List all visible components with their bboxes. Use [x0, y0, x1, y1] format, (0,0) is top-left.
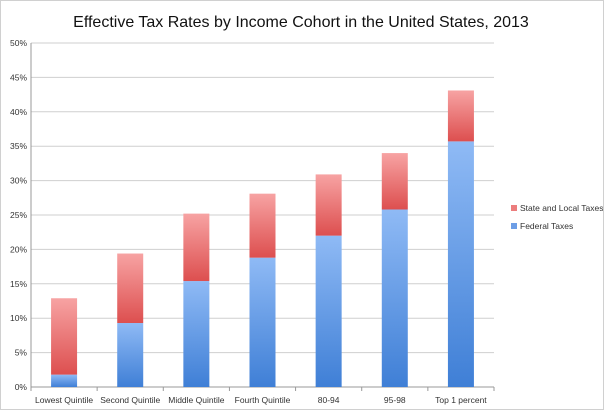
y-tick-label: 15% — [10, 279, 27, 289]
y-tick-label: 35% — [10, 141, 27, 151]
y-tick-label: 20% — [10, 244, 27, 254]
chart-title: Effective Tax Rates by Income Cohort in … — [73, 14, 529, 31]
bar-state-and-local-taxes-6 — [381, 153, 408, 210]
y-tick-label: 30% — [10, 176, 27, 186]
bar-state-and-local-taxes-2 — [117, 253, 144, 324]
bar-federal-taxes-5 — [315, 235, 342, 387]
bar-federal-taxes-2 — [117, 323, 144, 387]
y-tick-label: 40% — [10, 107, 27, 117]
bar-state-and-local-taxes-5 — [315, 174, 342, 236]
x-tick-label: Middle Quintile — [168, 395, 224, 405]
x-tick-label: Top 1 percent — [435, 395, 487, 405]
x-tick-label: Lowest Quintile — [35, 395, 93, 405]
bar-federal-taxes-6 — [381, 209, 408, 387]
legend-label: State and Local Taxes — [520, 203, 603, 213]
y-tick-label: 0% — [15, 382, 28, 392]
bar-federal-taxes-7 — [447, 141, 474, 387]
y-tick-label: 10% — [10, 313, 27, 323]
legend-swatch — [511, 205, 517, 211]
bar-state-and-local-taxes-4 — [249, 193, 276, 258]
bar-federal-taxes-4 — [249, 257, 276, 387]
legend-label: Federal Taxes — [520, 221, 573, 231]
bar-state-and-local-taxes-3 — [183, 213, 210, 282]
x-tick-label: 80-94 — [318, 395, 340, 405]
y-tick-label: 50% — [10, 38, 27, 48]
x-tick-label: Fourth Quintile — [235, 395, 291, 405]
x-tick-label: Second Quintile — [100, 395, 160, 405]
y-tick-label: 5% — [15, 348, 28, 358]
legend-swatch — [511, 223, 517, 229]
chart-legend: State and Local Taxes Federal Taxes — [511, 203, 603, 231]
y-tick-label: 25% — [10, 210, 27, 220]
bar-federal-taxes-3 — [183, 281, 210, 387]
bar-state-and-local-taxes-7 — [447, 90, 474, 142]
y-tick-label: 45% — [10, 72, 27, 82]
bar-state-and-local-taxes-1 — [51, 298, 78, 375]
bar-federal-taxes-1 — [51, 374, 78, 387]
x-tick-label: 95-98 — [384, 395, 406, 405]
